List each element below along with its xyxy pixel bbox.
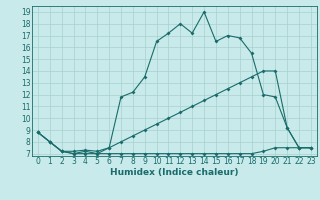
X-axis label: Humidex (Indice chaleur): Humidex (Indice chaleur) — [110, 168, 239, 177]
